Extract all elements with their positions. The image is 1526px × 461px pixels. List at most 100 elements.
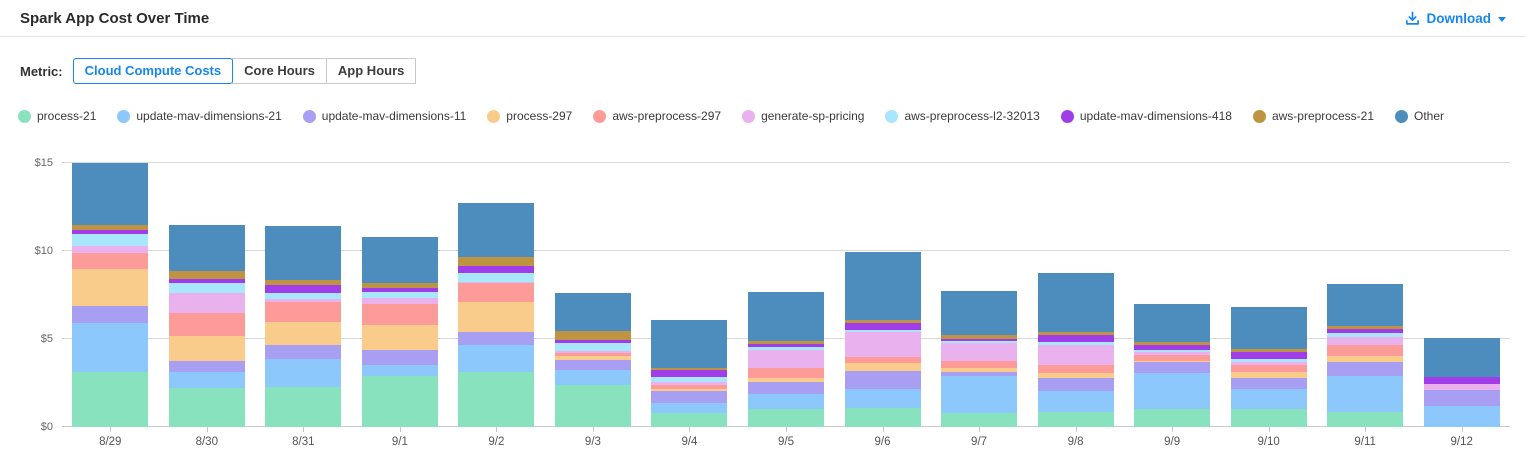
bar-segment-other[interactable] [1423,338,1500,378]
legend-item-process-21[interactable]: process-21 [18,109,96,123]
bar-segment-process-21[interactable] [1037,411,1114,427]
bar-segment-aws-preprocess-297[interactable] [458,283,535,303]
bar-segment-process-21[interactable] [168,388,245,427]
bar-segment-aws-preprocess-l2-32013[interactable] [361,291,438,299]
bar-segment-update-mav-dimensions-11[interactable] [1327,362,1404,376]
bar-segment-process-21[interactable] [554,384,631,427]
bar-segment-generate-sp-pricing[interactable] [554,351,631,353]
bar-segment-aws-preprocess-297[interactable] [651,384,728,389]
bar-segment-generate-sp-pricing[interactable] [458,282,535,284]
legend-item-update-mav-dimensions-21[interactable]: update-mav-dimensions-21 [117,109,282,123]
bar-segment-other[interactable] [72,162,149,225]
bar-segment-update-mav-dimensions-11[interactable] [941,372,1018,376]
stacked-bar-9-9[interactable] [1134,304,1211,427]
bar-segment-update-mav-dimensions-21[interactable] [458,344,535,372]
bar-segment-aws-preprocess-297[interactable] [72,252,149,269]
bar-segment-update-mav-dimensions-21[interactable] [1423,405,1500,427]
bar-segment-other[interactable] [265,226,342,281]
bar-segment-process-297[interactable] [651,388,728,391]
bar-segment-aws-preprocess-21[interactable] [1037,332,1114,336]
bar-segment-update-mav-dimensions-11[interactable] [1134,362,1211,374]
bar-segment-other[interactable] [1134,304,1211,343]
bar-segment-update-mav-dimensions-21[interactable] [651,402,728,413]
bar-segment-update-mav-dimensions-11[interactable] [1423,389,1500,406]
bar-segment-update-mav-dimensions-21[interactable] [554,369,631,385]
stacked-bar-8-29[interactable] [72,162,149,427]
bar-segment-generate-sp-pricing[interactable] [651,381,728,385]
bar-segment-update-mav-dimensions-11[interactable] [72,305,149,324]
bar-segment-aws-preprocess-297[interactable] [1134,355,1211,362]
bar-segment-aws-preprocess-21[interactable] [747,341,824,345]
bar-segment-update-mav-dimensions-11[interactable] [747,381,824,395]
bar-segment-update-mav-dimensions-21[interactable] [168,371,245,389]
bar-segment-update-mav-dimensions-418[interactable] [1423,377,1500,384]
bar-segment-update-mav-dimensions-418[interactable] [168,278,245,283]
bar-segment-update-mav-dimensions-418[interactable] [1327,329,1404,333]
bar-segment-process-21[interactable] [458,371,535,427]
bar-segment-aws-preprocess-297[interactable] [554,352,631,356]
bar-segment-aws-preprocess-21[interactable] [554,330,631,341]
bar-segment-process-297[interactable] [554,355,631,361]
bar-segment-other[interactable] [941,291,1018,336]
bar-segment-update-mav-dimensions-418[interactable] [1230,351,1307,360]
bar-segment-update-mav-dimensions-418[interactable] [1134,344,1211,350]
bar-segment-process-21[interactable] [1230,408,1307,427]
bar-segment-aws-preprocess-21[interactable] [168,271,245,279]
bar-segment-generate-sp-pricing[interactable] [168,292,245,314]
bar-segment-aws-preprocess-l2-32013[interactable] [554,342,631,352]
bar-segment-aws-preprocess-l2-32013[interactable] [1327,332,1404,337]
bar-segment-generate-sp-pricing[interactable] [1230,362,1307,366]
bar-segment-generate-sp-pricing[interactable] [844,332,921,357]
bar-segment-other[interactable] [844,252,921,320]
bar-segment-update-mav-dimensions-21[interactable] [1230,388,1307,409]
bar-segment-aws-preprocess-297[interactable] [265,301,342,322]
bar-segment-update-mav-dimensions-418[interactable] [747,344,824,347]
legend-item-process-297[interactable]: process-297 [487,109,572,123]
bar-segment-other[interactable] [1327,284,1404,327]
stacked-bar-9-8[interactable] [1037,273,1114,427]
bar-segment-update-mav-dimensions-11[interactable] [554,360,631,370]
bar-segment-process-21[interactable] [1327,412,1404,427]
bar-segment-aws-preprocess-297[interactable] [1230,365,1307,372]
stacked-bar-9-11[interactable] [1327,284,1404,427]
bar-segment-update-mav-dimensions-418[interactable] [72,230,149,235]
bar-segment-process-21[interactable] [941,412,1018,427]
bar-segment-aws-preprocess-l2-32013[interactable] [72,234,149,246]
bar-segment-update-mav-dimensions-21[interactable] [72,323,149,373]
bar-segment-process-297[interactable] [747,378,824,382]
bar-segment-update-mav-dimensions-11[interactable] [844,371,921,389]
bar-segment-aws-preprocess-l2-32013[interactable] [844,329,921,333]
bar-segment-generate-sp-pricing[interactable] [1037,344,1114,366]
bar-segment-process-21[interactable] [265,386,342,427]
bar-segment-aws-preprocess-297[interactable] [1327,344,1404,357]
bar-segment-process-21[interactable] [361,375,438,427]
legend-item-aws-preprocess-l2-32013[interactable]: aws-preprocess-l2-32013 [885,109,1040,123]
bar-segment-aws-preprocess-21[interactable] [1134,342,1211,345]
bar-segment-aws-preprocess-297[interactable] [941,360,1018,368]
bar-segment-aws-preprocess-l2-32013[interactable] [265,292,342,300]
bar-segment-update-mav-dimensions-21[interactable] [1134,373,1211,409]
bar-segment-other[interactable] [361,236,438,283]
bar-segment-update-mav-dimensions-418[interactable] [1037,335,1114,343]
bar-segment-process-297[interactable] [458,302,535,333]
stacked-bar-9-3[interactable] [554,293,631,427]
bar-segment-update-mav-dimensions-21[interactable] [361,365,438,376]
bar-segment-update-mav-dimensions-418[interactable] [651,370,728,377]
bar-segment-aws-preprocess-l2-32013[interactable] [1230,359,1307,363]
bar-segment-process-297[interactable] [1134,361,1211,363]
bar-segment-aws-preprocess-l2-32013[interactable] [1134,349,1211,352]
bar-segment-update-mav-dimensions-21[interactable] [265,358,342,387]
bar-segment-process-297[interactable] [1230,371,1307,378]
bar-segment-aws-preprocess-l2-32013[interactable] [168,282,245,293]
bar-segment-aws-preprocess-21[interactable] [941,335,1018,339]
bar-segment-update-mav-dimensions-11[interactable] [1230,377,1307,389]
bar-segment-process-21[interactable] [72,372,149,427]
bar-segment-update-mav-dimensions-21[interactable] [1037,390,1114,412]
stacked-bar-9-2[interactable] [458,203,535,427]
bar-segment-update-mav-dimensions-21[interactable] [747,394,824,409]
bar-segment-update-mav-dimensions-11[interactable] [651,390,728,403]
bar-segment-generate-sp-pricing[interactable] [1423,383,1500,390]
bar-segment-other[interactable] [651,320,728,368]
bar-segment-update-mav-dimensions-418[interactable] [458,266,535,274]
bar-segment-update-mav-dimensions-11[interactable] [361,350,438,366]
